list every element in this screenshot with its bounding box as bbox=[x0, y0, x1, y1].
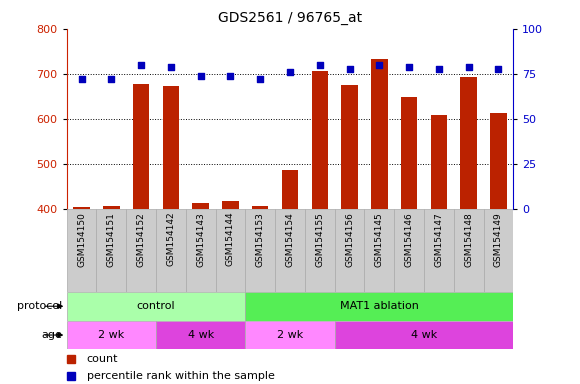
Bar bbox=[245, 321, 335, 349]
Text: GSM154150: GSM154150 bbox=[77, 212, 86, 266]
Point bbox=[315, 62, 324, 68]
Bar bbox=[461, 77, 477, 209]
Text: GSM154148: GSM154148 bbox=[464, 212, 473, 266]
Text: GSM154154: GSM154154 bbox=[285, 212, 295, 266]
Text: MAT1 ablation: MAT1 ablation bbox=[340, 301, 419, 311]
Point bbox=[256, 76, 265, 83]
Bar bbox=[67, 321, 156, 349]
Text: 2 wk: 2 wk bbox=[277, 330, 303, 340]
Text: GSM154151: GSM154151 bbox=[107, 212, 116, 266]
Bar bbox=[216, 209, 245, 292]
Title: GDS2561 / 96765_at: GDS2561 / 96765_at bbox=[218, 11, 362, 25]
Text: GSM154155: GSM154155 bbox=[316, 212, 324, 266]
Bar bbox=[311, 71, 328, 209]
Point bbox=[136, 62, 146, 68]
Text: 4 wk: 4 wk bbox=[187, 330, 214, 340]
Bar bbox=[67, 292, 245, 321]
Bar bbox=[490, 113, 506, 209]
Point bbox=[345, 65, 354, 71]
Text: GSM154146: GSM154146 bbox=[405, 212, 414, 266]
Text: GSM154153: GSM154153 bbox=[256, 212, 264, 266]
Bar bbox=[245, 209, 275, 292]
Bar bbox=[103, 206, 119, 209]
Text: GSM154143: GSM154143 bbox=[196, 212, 205, 266]
Bar bbox=[163, 86, 179, 209]
Text: protocol: protocol bbox=[17, 301, 62, 311]
Point bbox=[285, 69, 295, 75]
Bar bbox=[305, 209, 335, 292]
Text: percentile rank within the sample: percentile rank within the sample bbox=[87, 371, 275, 381]
Bar bbox=[67, 209, 96, 292]
Bar bbox=[156, 321, 245, 349]
Bar bbox=[364, 209, 394, 292]
Bar bbox=[484, 209, 513, 292]
Bar bbox=[335, 209, 364, 292]
Bar bbox=[335, 321, 513, 349]
Bar bbox=[156, 209, 186, 292]
Bar bbox=[454, 209, 484, 292]
Bar bbox=[342, 85, 358, 209]
Point bbox=[434, 65, 444, 71]
Point bbox=[77, 76, 86, 83]
Bar bbox=[186, 209, 216, 292]
Point bbox=[196, 73, 205, 79]
Bar bbox=[371, 59, 387, 209]
Bar bbox=[133, 84, 149, 209]
Bar bbox=[222, 201, 238, 209]
Point bbox=[464, 64, 473, 70]
Text: GSM154142: GSM154142 bbox=[166, 212, 175, 266]
Point bbox=[107, 76, 116, 83]
Text: count: count bbox=[87, 354, 118, 364]
Bar bbox=[252, 206, 269, 209]
Point bbox=[226, 73, 235, 79]
Point bbox=[375, 62, 384, 68]
Text: GSM154149: GSM154149 bbox=[494, 212, 503, 266]
Bar bbox=[424, 209, 454, 292]
Bar bbox=[431, 116, 447, 209]
Text: 2 wk: 2 wk bbox=[98, 330, 125, 340]
Point bbox=[166, 64, 176, 70]
Bar bbox=[74, 207, 90, 209]
Bar bbox=[275, 209, 305, 292]
Text: 4 wk: 4 wk bbox=[411, 330, 437, 340]
Bar bbox=[245, 292, 513, 321]
Text: GSM154147: GSM154147 bbox=[434, 212, 443, 266]
Text: GSM154145: GSM154145 bbox=[375, 212, 384, 266]
Bar bbox=[401, 97, 417, 209]
Text: control: control bbox=[137, 301, 175, 311]
Bar bbox=[96, 209, 126, 292]
Bar bbox=[193, 204, 209, 209]
Bar bbox=[126, 209, 156, 292]
Text: GSM154144: GSM154144 bbox=[226, 212, 235, 266]
Text: GSM154152: GSM154152 bbox=[137, 212, 146, 266]
Text: GSM154156: GSM154156 bbox=[345, 212, 354, 266]
Point bbox=[404, 64, 414, 70]
Point bbox=[494, 65, 503, 71]
Bar bbox=[282, 170, 298, 209]
Text: age: age bbox=[41, 330, 62, 340]
Bar bbox=[394, 209, 424, 292]
